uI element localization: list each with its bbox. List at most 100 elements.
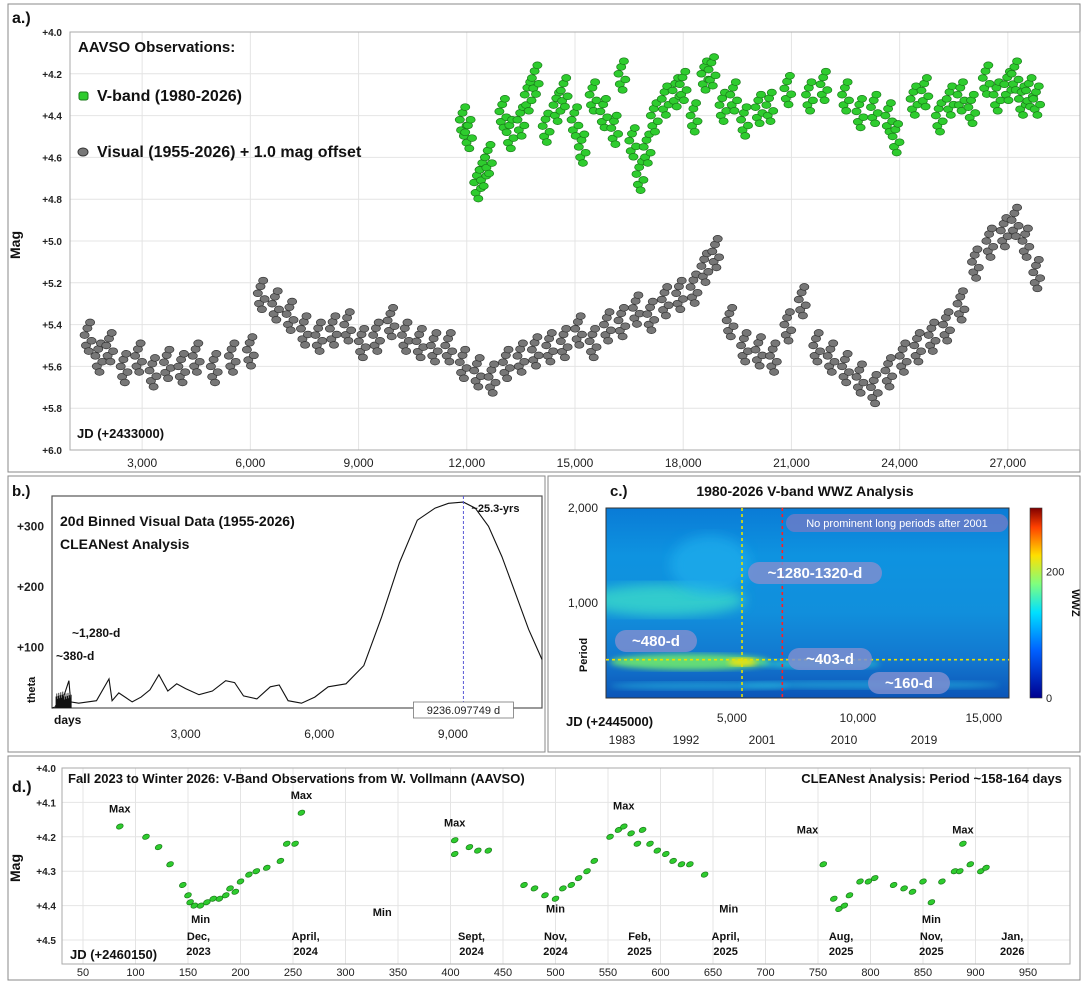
extremum-label: Max [613,800,635,812]
visual-point [274,305,284,314]
vband-point [618,57,629,65]
visual-point [700,278,711,286]
visual-point [1010,232,1021,240]
visual-point [826,368,837,376]
vband-recent-point [465,844,474,851]
vband-point [580,148,591,157]
visual-point [829,357,840,366]
vband-point [844,96,854,105]
panel-a-y-tick: +5.6 [42,362,62,373]
vband-recent-point [620,823,628,830]
visual-point [178,350,189,358]
panel-c-x-tick: 15,000 [965,711,1002,725]
panel-d-title: Fall 2023 to Winter 2026: V-Band Observa… [68,771,525,786]
vband-recent-point [677,861,686,868]
visual-point [808,341,819,350]
vband-recent-point [551,895,560,902]
date-label-line1: Jan, [1001,931,1023,943]
panel-d-x-tick: 850 [914,967,932,979]
visual-point [740,357,751,366]
visual-point [119,378,130,387]
visual-point [339,320,350,329]
vband-point [650,127,660,136]
vband-recent-point [282,840,291,847]
visual-point [692,288,703,297]
visual-point [256,305,267,314]
vband-point [526,74,537,82]
panel-d-x-tick: 100 [126,967,144,979]
visual-point [728,322,739,330]
visual-point [914,329,925,337]
visual-point [134,368,145,376]
panel-b-xlabel: days [54,713,82,727]
vband-point [807,96,818,105]
panel-b-x-tick: 9,000 [438,727,468,741]
vband-point [512,116,523,124]
visual-point [696,262,707,270]
visual-point [590,324,601,333]
visual-point [617,332,628,341]
vband-recent-point [856,878,864,885]
vband-point [552,117,563,125]
vband-point [779,84,790,93]
annotation-25yrs: ~25.3-yrs [471,503,519,515]
panel-d-x-tick: 200 [231,967,249,979]
vband-point [617,86,628,94]
vband-recent-point [845,892,854,899]
visual-point [247,333,258,341]
extremum-label: Max [291,790,313,802]
vband-recent-point [870,875,879,882]
date-label-line1: Aug, [829,931,853,943]
visual-point [988,242,999,251]
visual-point [281,310,292,318]
vband-point [1013,95,1024,103]
extremum-label: Max [109,804,131,816]
visual-point [793,295,804,304]
vband-point [871,90,882,99]
visual-point [517,339,528,348]
visual-point [678,295,688,303]
extremum-label: Min [373,907,392,919]
date-label-line1: Feb, [628,931,651,943]
panel-b-y-tick: +300 [17,519,44,533]
vband-point [494,107,505,116]
vband-point [566,116,577,124]
vband-recent-point [236,878,245,885]
visual-point [163,374,174,383]
visual-point [871,370,882,379]
vband-recent-point [276,857,285,864]
vband-point [909,111,920,119]
date-label-line1: Nov, [544,931,567,943]
panel-c-year-tick: 2010 [831,733,858,747]
panel-b-x-tick: 6,000 [304,727,334,741]
vband-point [1013,75,1024,84]
extremum-label: Max [952,824,974,836]
visual-point [675,305,686,314]
vband-point [916,86,927,95]
vband-point [611,111,622,120]
panel-a-plot-area [69,31,1081,451]
visual-point [800,301,811,310]
vband-point [638,143,649,151]
vband-point [930,111,941,120]
vband-recent-point [959,840,967,847]
visual-point [786,326,797,335]
date-label-line2: 2024 [459,946,484,958]
visual-point [736,341,747,350]
vband-point [613,70,624,78]
visual-point [359,324,370,333]
panel-a-y-tick: +5.2 [42,279,62,290]
visual-point [331,330,342,339]
panel-d-y-tick: +4.2 [36,833,56,844]
vband-recent-point [653,847,662,854]
visual-point [841,378,852,387]
visual-point [870,399,881,408]
vband-recent-point [583,868,591,875]
panel-d-plot-area [61,767,1071,965]
panel-a-y-tick: +4.8 [42,195,62,206]
visual-point [164,345,175,354]
panel-b-title: 20d Binned Visual Data (1955-2026) [60,513,295,529]
vband-recent-point [179,881,187,889]
visual-point [444,357,455,366]
extremum-label: Max [444,817,466,829]
